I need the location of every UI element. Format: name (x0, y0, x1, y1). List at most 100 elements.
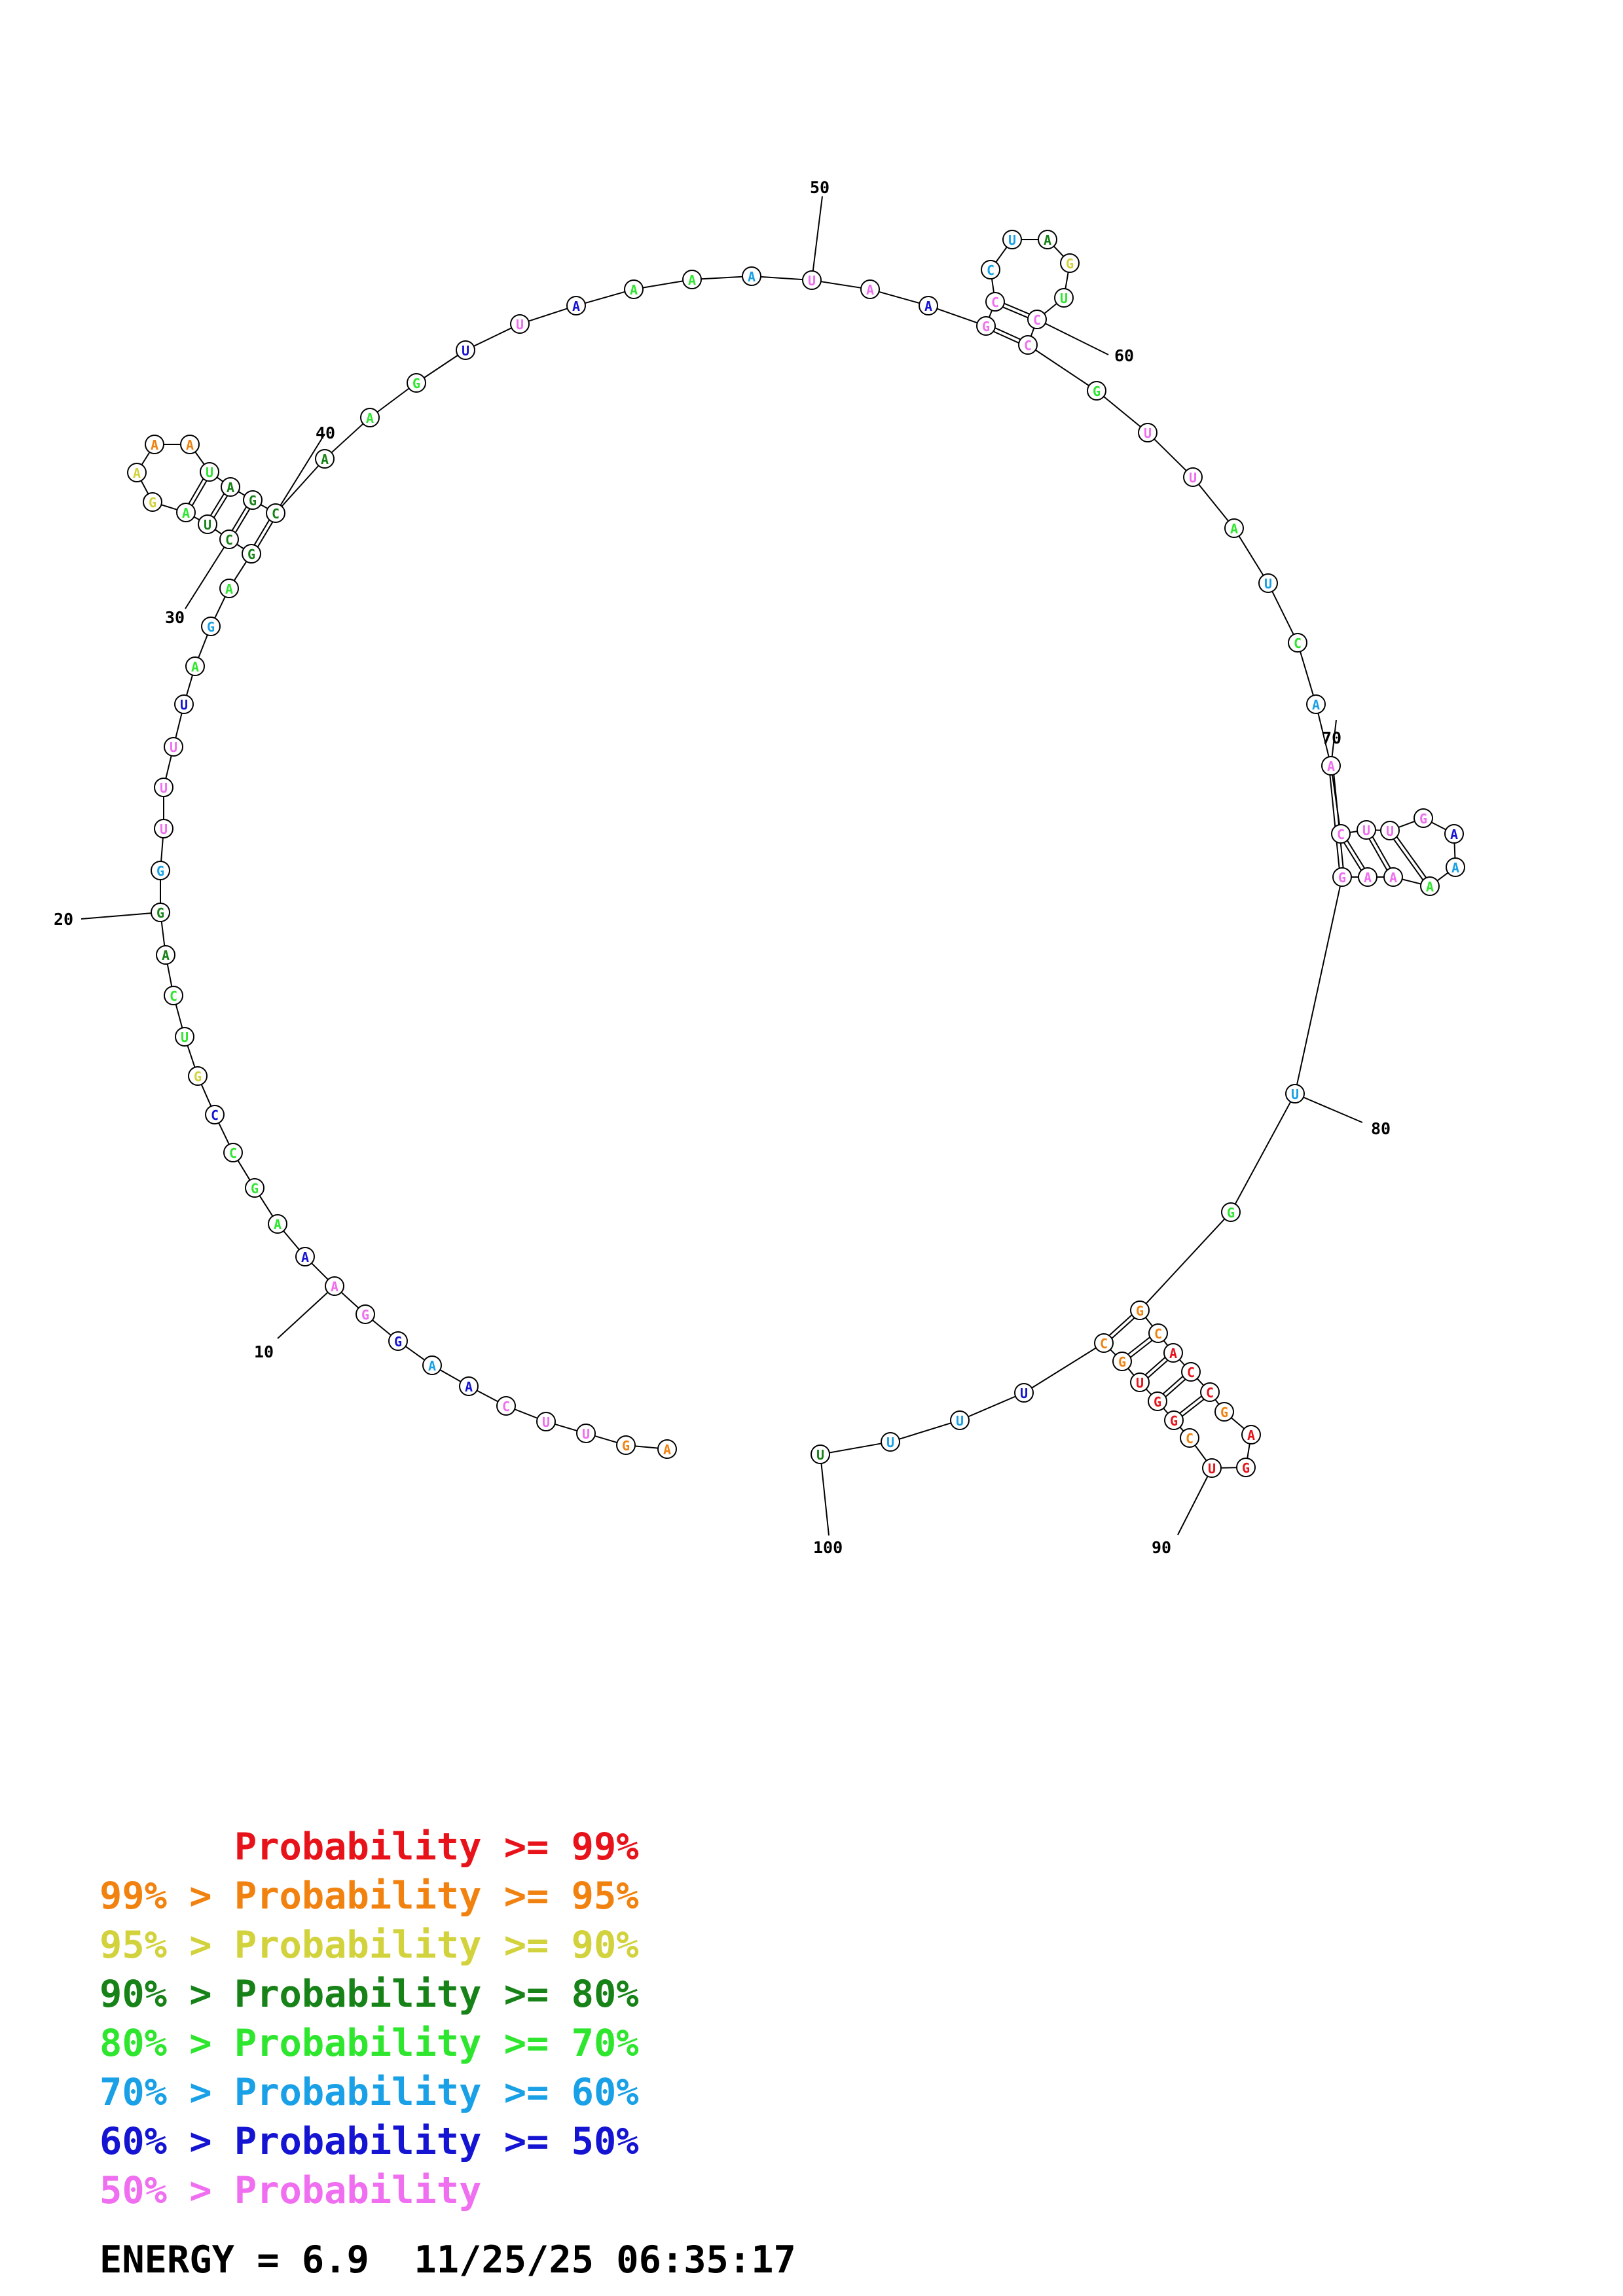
nucleotide-circle (268, 1214, 287, 1234)
nucleotide-letter: U (170, 740, 177, 755)
base-pair-stroke (1144, 1357, 1166, 1376)
nucleotide-56: U (1002, 230, 1022, 249)
backbone-segment (1198, 484, 1229, 522)
backbone-segment (1214, 1399, 1220, 1405)
nucleotide-circle (1214, 1402, 1234, 1422)
nucleotide-62: G (1087, 381, 1106, 401)
nucleotide-circle (1183, 467, 1203, 487)
nucleotide-letter: A (663, 1442, 671, 1458)
backbone-segment (936, 308, 978, 324)
nucleotide-circle (176, 503, 196, 522)
base-pair-stroke (1147, 1359, 1169, 1378)
backbone-segment (899, 1422, 951, 1440)
nucleotide-letter: U (816, 1447, 824, 1463)
tick-label: 70 (1322, 728, 1341, 747)
nucleotide-letter: A (1230, 521, 1238, 537)
base-pair (231, 506, 251, 533)
legend-row: Probability >= 99% (100, 1823, 639, 1872)
nucleotide-circle (1027, 310, 1047, 329)
nucleotide-4: U (536, 1412, 556, 1431)
base-pair-stroke (1347, 840, 1366, 869)
backbone-segment (1103, 396, 1141, 427)
nucleotide-43: G (407, 373, 426, 393)
nucleotide-40: C (266, 503, 285, 523)
backbone-segment (634, 1445, 659, 1449)
backbone-segment (1163, 1407, 1169, 1414)
nucleotide-circle (510, 314, 530, 334)
backbone-segment (376, 387, 410, 413)
energy-footer: ENERGY = 6.9 11/25/25 06:35:17 (100, 2238, 796, 2282)
nucleotide-5: C (496, 1396, 516, 1416)
nucleotide-16: G (188, 1066, 208, 1086)
nucleotide-letter: U (516, 317, 524, 332)
nucleotide-circle (1444, 824, 1464, 844)
nucleotide-52: A (919, 296, 938, 315)
backbone-segment (1144, 1317, 1154, 1327)
nucleotide-letter: A (274, 1217, 282, 1232)
base-pair-stroke (1004, 302, 1030, 315)
nucleotide-60: C (1027, 310, 1047, 329)
backbone-segment (1300, 651, 1314, 696)
backbone-segment (237, 1160, 251, 1181)
nucleotide-65: A (1224, 518, 1244, 538)
nucleotide-69: A (1321, 756, 1341, 776)
nucleotide-letter: U (808, 273, 816, 289)
base-pair-stroke (1165, 1378, 1186, 1397)
nucleotide-59: U (1054, 288, 1074, 308)
nucleotide-98: U (950, 1410, 970, 1430)
nucleotide-47: A (624, 279, 644, 299)
nucleotide-letter: A (1451, 860, 1459, 876)
backbone-segment (236, 543, 244, 550)
nucleotide-letter: A (133, 465, 141, 481)
nucleotide-letter: A (1312, 697, 1320, 713)
nucleotide-63: U (1138, 423, 1158, 442)
legend-row: 60% > Probability >= 50% (100, 2117, 639, 2166)
backbone-segment (1436, 872, 1449, 882)
nucleotide-letter: G (1170, 1413, 1178, 1429)
nucleotide-letter: G (1093, 384, 1101, 399)
backbone-segment (514, 1408, 538, 1419)
nucleotide-circle (1413, 808, 1433, 828)
nucleotide-letter: A (321, 452, 329, 467)
nucleotide-circle (1060, 253, 1080, 273)
nucleotide-9: G (356, 1304, 375, 1324)
nucleotide-letter: A (191, 659, 199, 675)
nucleotide-letter: G (251, 1181, 259, 1196)
nucleotide-circle (1164, 1410, 1184, 1430)
nucleotide-letter: C (1100, 1336, 1108, 1352)
backbone-segment (340, 1291, 359, 1309)
nucleotide-circle (1148, 1391, 1167, 1411)
backbone-segment (160, 921, 166, 946)
nucleotide-circle (624, 279, 644, 299)
nucleotide-1: A (657, 1439, 677, 1459)
nucleotide-letter: A (748, 269, 756, 285)
backbone-segment (528, 308, 568, 322)
base-pair (210, 493, 228, 518)
nucleotide-75: A (1446, 857, 1465, 877)
nucleotide-circle (164, 737, 183, 757)
backbone-segment (820, 281, 862, 289)
backbone-segment (1044, 302, 1057, 315)
base-pair-stroke (1393, 838, 1424, 880)
nucleotide-letter: G (156, 905, 164, 921)
legend-row: 95% > Probability >= 90% (100, 1921, 639, 1970)
base-pair-stroke (1130, 1340, 1153, 1358)
base-pair-stroke (191, 480, 208, 506)
nucleotide-72: U (1380, 821, 1400, 840)
nucleotide-13: G (245, 1178, 264, 1198)
backbone-segment (233, 561, 247, 581)
nucleotide-32: A (176, 503, 196, 522)
nucleotide-25: U (174, 694, 194, 714)
nucleotide-circle (1200, 1382, 1220, 1402)
nucleotide-70: C (1331, 824, 1351, 844)
nucleotide-27: G (201, 617, 221, 636)
backbone-segment (1065, 272, 1069, 289)
nucleotide-circle (1180, 1428, 1199, 1448)
nucleotide-letter: G (247, 547, 255, 562)
backbone-segment (175, 713, 183, 738)
nucleotide-61: C (1018, 335, 1038, 355)
nucleotide-letter: U (1362, 823, 1370, 838)
base-pair (993, 327, 1021, 344)
backbone-segment (439, 1369, 462, 1382)
nucleotide-circle (802, 270, 822, 290)
